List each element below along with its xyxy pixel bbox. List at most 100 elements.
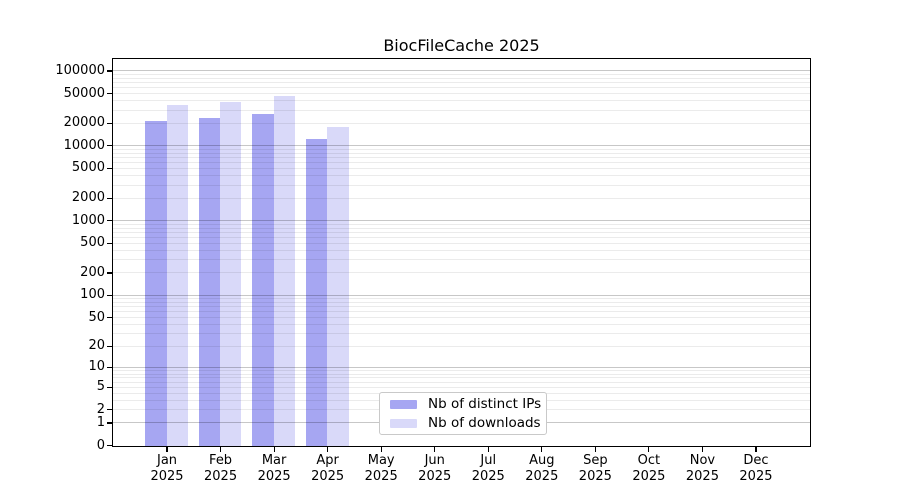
y-tick-mark: [107, 317, 112, 319]
chart-title: BiocFileCache 2025: [383, 36, 540, 55]
x-tick-label-month: Mar: [261, 453, 287, 468]
y-tick-label: 50000: [63, 85, 105, 101]
x-tick-label: Dec 2025: [724, 453, 788, 484]
x-tick-mark: [166, 447, 168, 452]
x-tick-label-year: 2025: [364, 468, 398, 484]
y-tick-mark: [107, 92, 112, 95]
x-tick-label-year: 2025: [632, 468, 666, 484]
x-tick-mark: [541, 447, 543, 452]
bar-downloads: [166, 105, 188, 446]
y-tick-label: 2: [96, 401, 105, 417]
x-tick-label-year: 2025: [739, 468, 773, 484]
legend-item-downloads: Nb of downloads: [390, 415, 541, 431]
x-tick-label: Feb 2025: [189, 453, 253, 484]
x-tick-label-month: May: [367, 453, 395, 468]
y-tick-mark: [107, 145, 112, 147]
legend: Nb of distinct IPs Nb of downloads: [379, 392, 547, 435]
y-tick-mark: [107, 197, 112, 199]
x-tick-mark: [594, 447, 596, 452]
x-tick-mark: [755, 447, 757, 452]
plot-area: [112, 58, 811, 447]
x-tick-label-month: Jul: [480, 453, 497, 468]
x-tick-label: Sep 2025: [563, 453, 627, 484]
x-tick-label-month: Dec: [743, 453, 769, 468]
x-tick-label-month: Nov: [689, 453, 716, 468]
bar-layer: [113, 59, 810, 446]
y-tick-mark: [107, 242, 112, 244]
x-tick-mark: [327, 447, 329, 452]
x-tick-label-year: 2025: [471, 468, 505, 484]
x-tick-label-month: Oct: [637, 453, 661, 468]
y-tick-mark: [107, 167, 112, 170]
x-tick-label-month: Aug: [529, 453, 555, 468]
x-tick-mark: [219, 447, 222, 452]
y-tick-mark: [107, 220, 112, 222]
legend-label: Nb of downloads: [428, 414, 541, 431]
legend-swatch-distinct-ips-icon: [390, 399, 417, 409]
x-tick-label: Jan 2025: [135, 453, 199, 484]
y-tick-label: 5: [96, 379, 105, 395]
x-tick-label-month: Feb: [209, 453, 233, 468]
x-tick-label: Apr 2025: [296, 453, 360, 484]
x-tick-label-year: 2025: [204, 468, 238, 484]
y-tick-mark: [107, 422, 112, 424]
y-tick-mark: [107, 409, 112, 411]
x-tick-mark: [487, 447, 489, 452]
y-tick-label: 100000: [55, 62, 105, 78]
x-tick-label: Oct 2025: [617, 453, 681, 484]
y-tick-label: 1000: [71, 212, 105, 228]
x-tick-label-year: 2025: [578, 468, 612, 484]
x-tick-label-month: Jan: [157, 453, 178, 468]
x-tick-label: Jul 2025: [456, 453, 520, 484]
bar-distinct-ips: [145, 121, 167, 446]
x-tick-mark: [434, 447, 436, 452]
y-tick-label: 0: [96, 437, 105, 453]
x-tick-label: Aug 2025: [510, 453, 574, 484]
x-tick-label: Mar 2025: [242, 453, 306, 484]
x-tick-label-year: 2025: [311, 468, 345, 484]
y-tick-label: 2000: [71, 190, 105, 206]
y-tick-label: 200: [80, 264, 105, 280]
y-tick-label: 50: [88, 309, 105, 325]
legend-item-distinct-ips: Nb of distinct IPs: [390, 396, 541, 412]
y-tick-mark: [107, 386, 112, 388]
x-tick-label-year: 2025: [685, 468, 719, 484]
x-tick-label-year: 2025: [257, 468, 291, 484]
x-tick-label: Nov 2025: [670, 453, 734, 484]
x-tick-label-year: 2025: [418, 468, 452, 484]
bar-distinct-ips: [198, 117, 221, 446]
legend-label: Nb of distinct IPs: [428, 395, 542, 412]
bar-distinct-ips: [305, 138, 328, 446]
y-tick-mark: [107, 122, 112, 124]
y-tick-mark: [107, 345, 112, 348]
y-tick-mark: [107, 272, 112, 274]
x-tick-mark: [273, 447, 275, 452]
y-tick-mark: [107, 70, 112, 72]
y-tick-label: 5000: [71, 160, 105, 176]
legend-swatch-downloads-icon: [390, 418, 417, 428]
bar-downloads: [327, 126, 349, 446]
x-tick-mark: [380, 447, 382, 452]
x-tick-label-year: 2025: [150, 468, 184, 484]
x-tick-label: May 2025: [349, 453, 413, 484]
y-tick-label: 100: [80, 287, 105, 303]
y-tick-label: 1: [96, 414, 105, 430]
y-tick-label: 10: [88, 359, 105, 375]
y-tick-label: 20000: [63, 115, 105, 131]
x-tick-mark: [648, 447, 650, 452]
bar-distinct-ips: [252, 113, 274, 446]
y-axis-labels: 0 1 2 5 10 20 50 100 200 500 1000 2000 5000 10000 2000…: [0, 0, 105, 500]
x-tick-label-month: Sep: [583, 453, 608, 468]
x-tick-label-month: Apr: [316, 453, 339, 468]
x-tick-label-year: 2025: [525, 468, 559, 484]
x-tick-label: Jun 2025: [403, 453, 467, 484]
y-tick-mark: [107, 444, 112, 447]
y-tick-label: 20: [88, 338, 105, 354]
y-tick-mark: [107, 294, 112, 296]
bar-downloads: [273, 96, 295, 446]
x-tick-label-month: Jun: [424, 453, 445, 468]
